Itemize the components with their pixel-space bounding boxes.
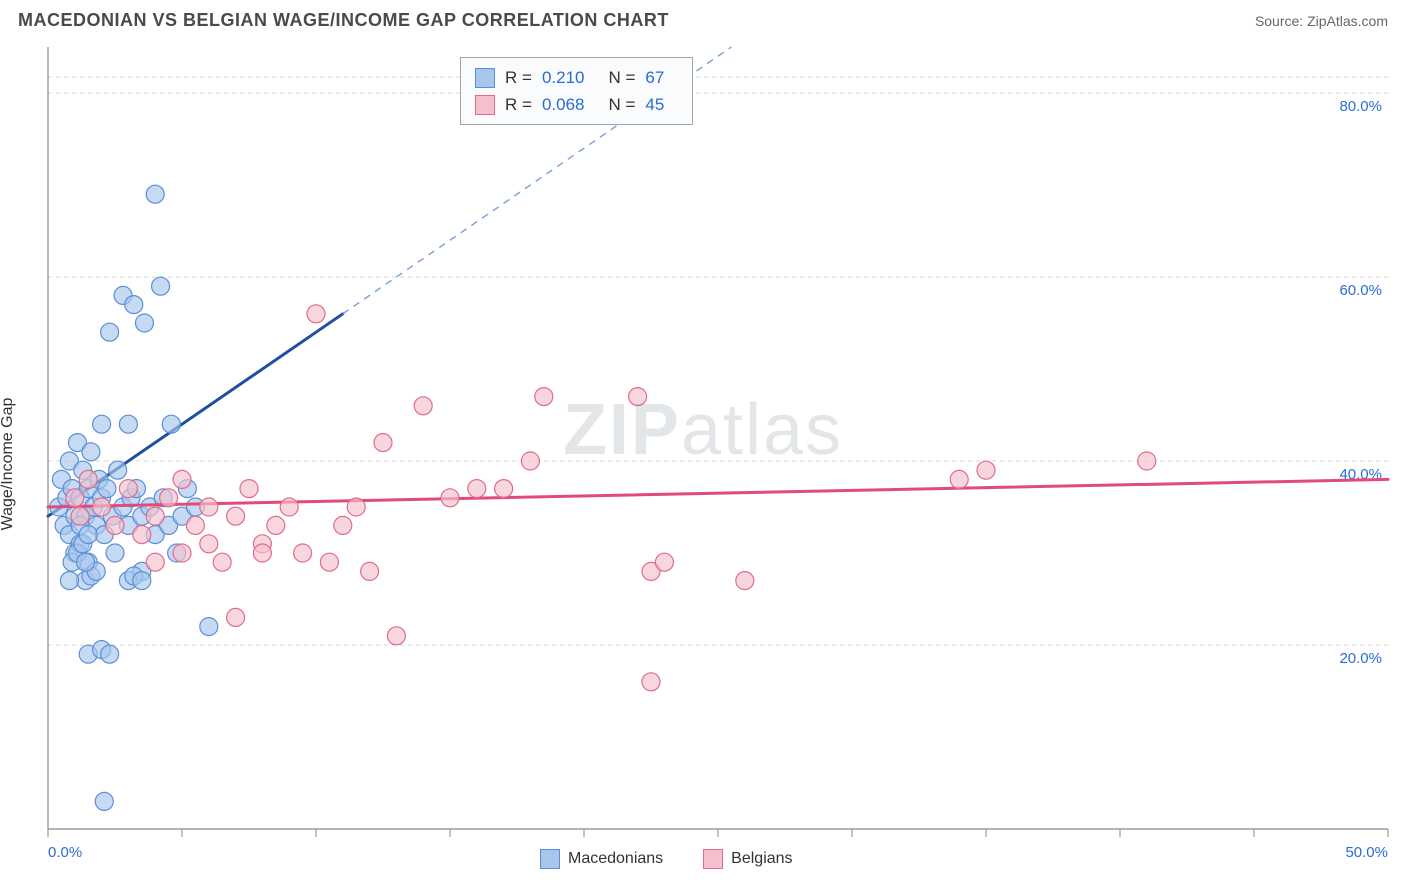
series-legend: Macedonians Belgians	[540, 849, 793, 869]
stats-row: R = 0.210 N = 67	[475, 64, 678, 91]
source-label: Source: ZipAtlas.com	[1255, 13, 1388, 29]
scatter-chart-svg: 20.0%40.0%60.0%80.0%0.0%50.0%	[0, 39, 1406, 889]
y-axis-label: Wage/Income Gap	[0, 398, 17, 531]
legend-label: Macedonians	[568, 850, 663, 868]
stat-n-label: N =	[608, 91, 635, 118]
svg-text:50.0%: 50.0%	[1345, 844, 1388, 861]
stat-n-value: 67	[645, 64, 664, 91]
legend-swatch	[703, 849, 723, 869]
legend-swatch	[475, 68, 495, 88]
legend-item: Belgians	[703, 849, 792, 869]
svg-text:20.0%: 20.0%	[1339, 650, 1382, 667]
chart-header: MACEDONIAN VS BELGIAN WAGE/INCOME GAP CO…	[0, 0, 1406, 39]
stat-n-label: N =	[608, 64, 635, 91]
stats-row: R = 0.068 N = 45	[475, 91, 678, 118]
stat-r-value: 0.210	[542, 64, 585, 91]
legend-label: Belgians	[731, 850, 792, 868]
legend-item: Macedonians	[540, 849, 663, 869]
svg-text:60.0%: 60.0%	[1339, 282, 1382, 299]
legend-swatch	[475, 95, 495, 115]
stat-n-value: 45	[645, 91, 664, 118]
chart-title: MACEDONIAN VS BELGIAN WAGE/INCOME GAP CO…	[18, 10, 669, 31]
svg-text:80.0%: 80.0%	[1339, 98, 1382, 115]
chart-area: Wage/Income Gap ZIPatlas 20.0%40.0%60.0%…	[0, 39, 1406, 889]
stat-r-label: R =	[505, 91, 532, 118]
stat-r-value: 0.068	[542, 91, 585, 118]
stat-r-label: R =	[505, 64, 532, 91]
legend-swatch	[540, 849, 560, 869]
svg-text:0.0%: 0.0%	[48, 844, 82, 861]
stats-legend-box: R = 0.210 N = 67 R = 0.068 N = 45	[460, 57, 693, 125]
